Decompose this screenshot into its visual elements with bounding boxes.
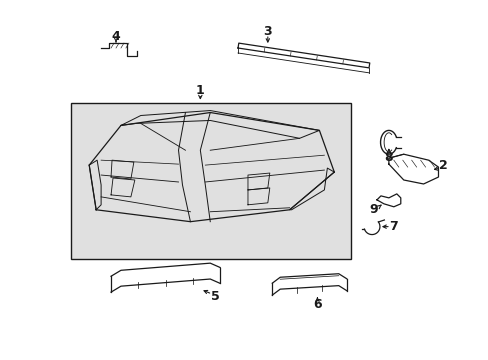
Text: 9: 9 (369, 203, 378, 216)
Text: 2: 2 (438, 159, 447, 172)
Text: 6: 6 (312, 297, 321, 311)
Text: 7: 7 (388, 220, 397, 233)
Text: 4: 4 (111, 30, 120, 42)
Text: 1: 1 (196, 84, 204, 97)
Bar (71, 103, 350, 260)
Text: 8: 8 (384, 151, 392, 164)
Text: 5: 5 (210, 289, 219, 303)
Text: 3: 3 (263, 24, 272, 38)
